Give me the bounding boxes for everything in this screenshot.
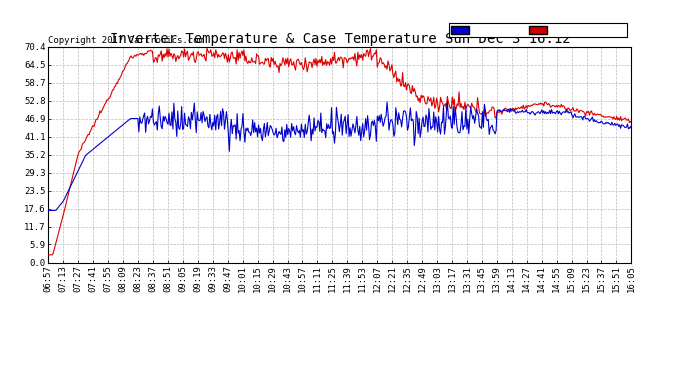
Legend: Case  (°C), Inverter  (°C): Case (°C), Inverter (°C) — [449, 23, 627, 37]
Text: Copyright 2017 Cartronics.com: Copyright 2017 Cartronics.com — [48, 36, 204, 45]
Title: Inverter Temperature & Case Temperature Sun Dec 3 16:12: Inverter Temperature & Case Temperature … — [110, 32, 570, 46]
